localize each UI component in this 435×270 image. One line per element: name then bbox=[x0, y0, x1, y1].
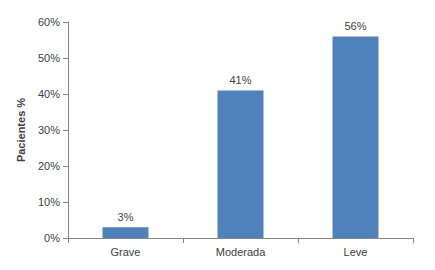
svg-text:Leve: Leve bbox=[344, 246, 368, 258]
svg-text:0%: 0% bbox=[44, 232, 60, 244]
svg-text:10%: 10% bbox=[38, 196, 60, 208]
svg-text:40%: 40% bbox=[38, 88, 60, 100]
svg-text:20%: 20% bbox=[38, 160, 60, 172]
svg-text:3%: 3% bbox=[118, 211, 134, 223]
svg-text:Grave: Grave bbox=[111, 246, 141, 258]
svg-text:Pacientes %: Pacientes % bbox=[15, 98, 27, 162]
svg-text:Moderada: Moderada bbox=[216, 246, 266, 258]
svg-text:56%: 56% bbox=[344, 20, 366, 32]
svg-text:41%: 41% bbox=[229, 74, 251, 86]
svg-text:50%: 50% bbox=[38, 52, 60, 64]
svg-text:60%: 60% bbox=[38, 16, 60, 28]
svg-text:30%: 30% bbox=[38, 124, 60, 136]
